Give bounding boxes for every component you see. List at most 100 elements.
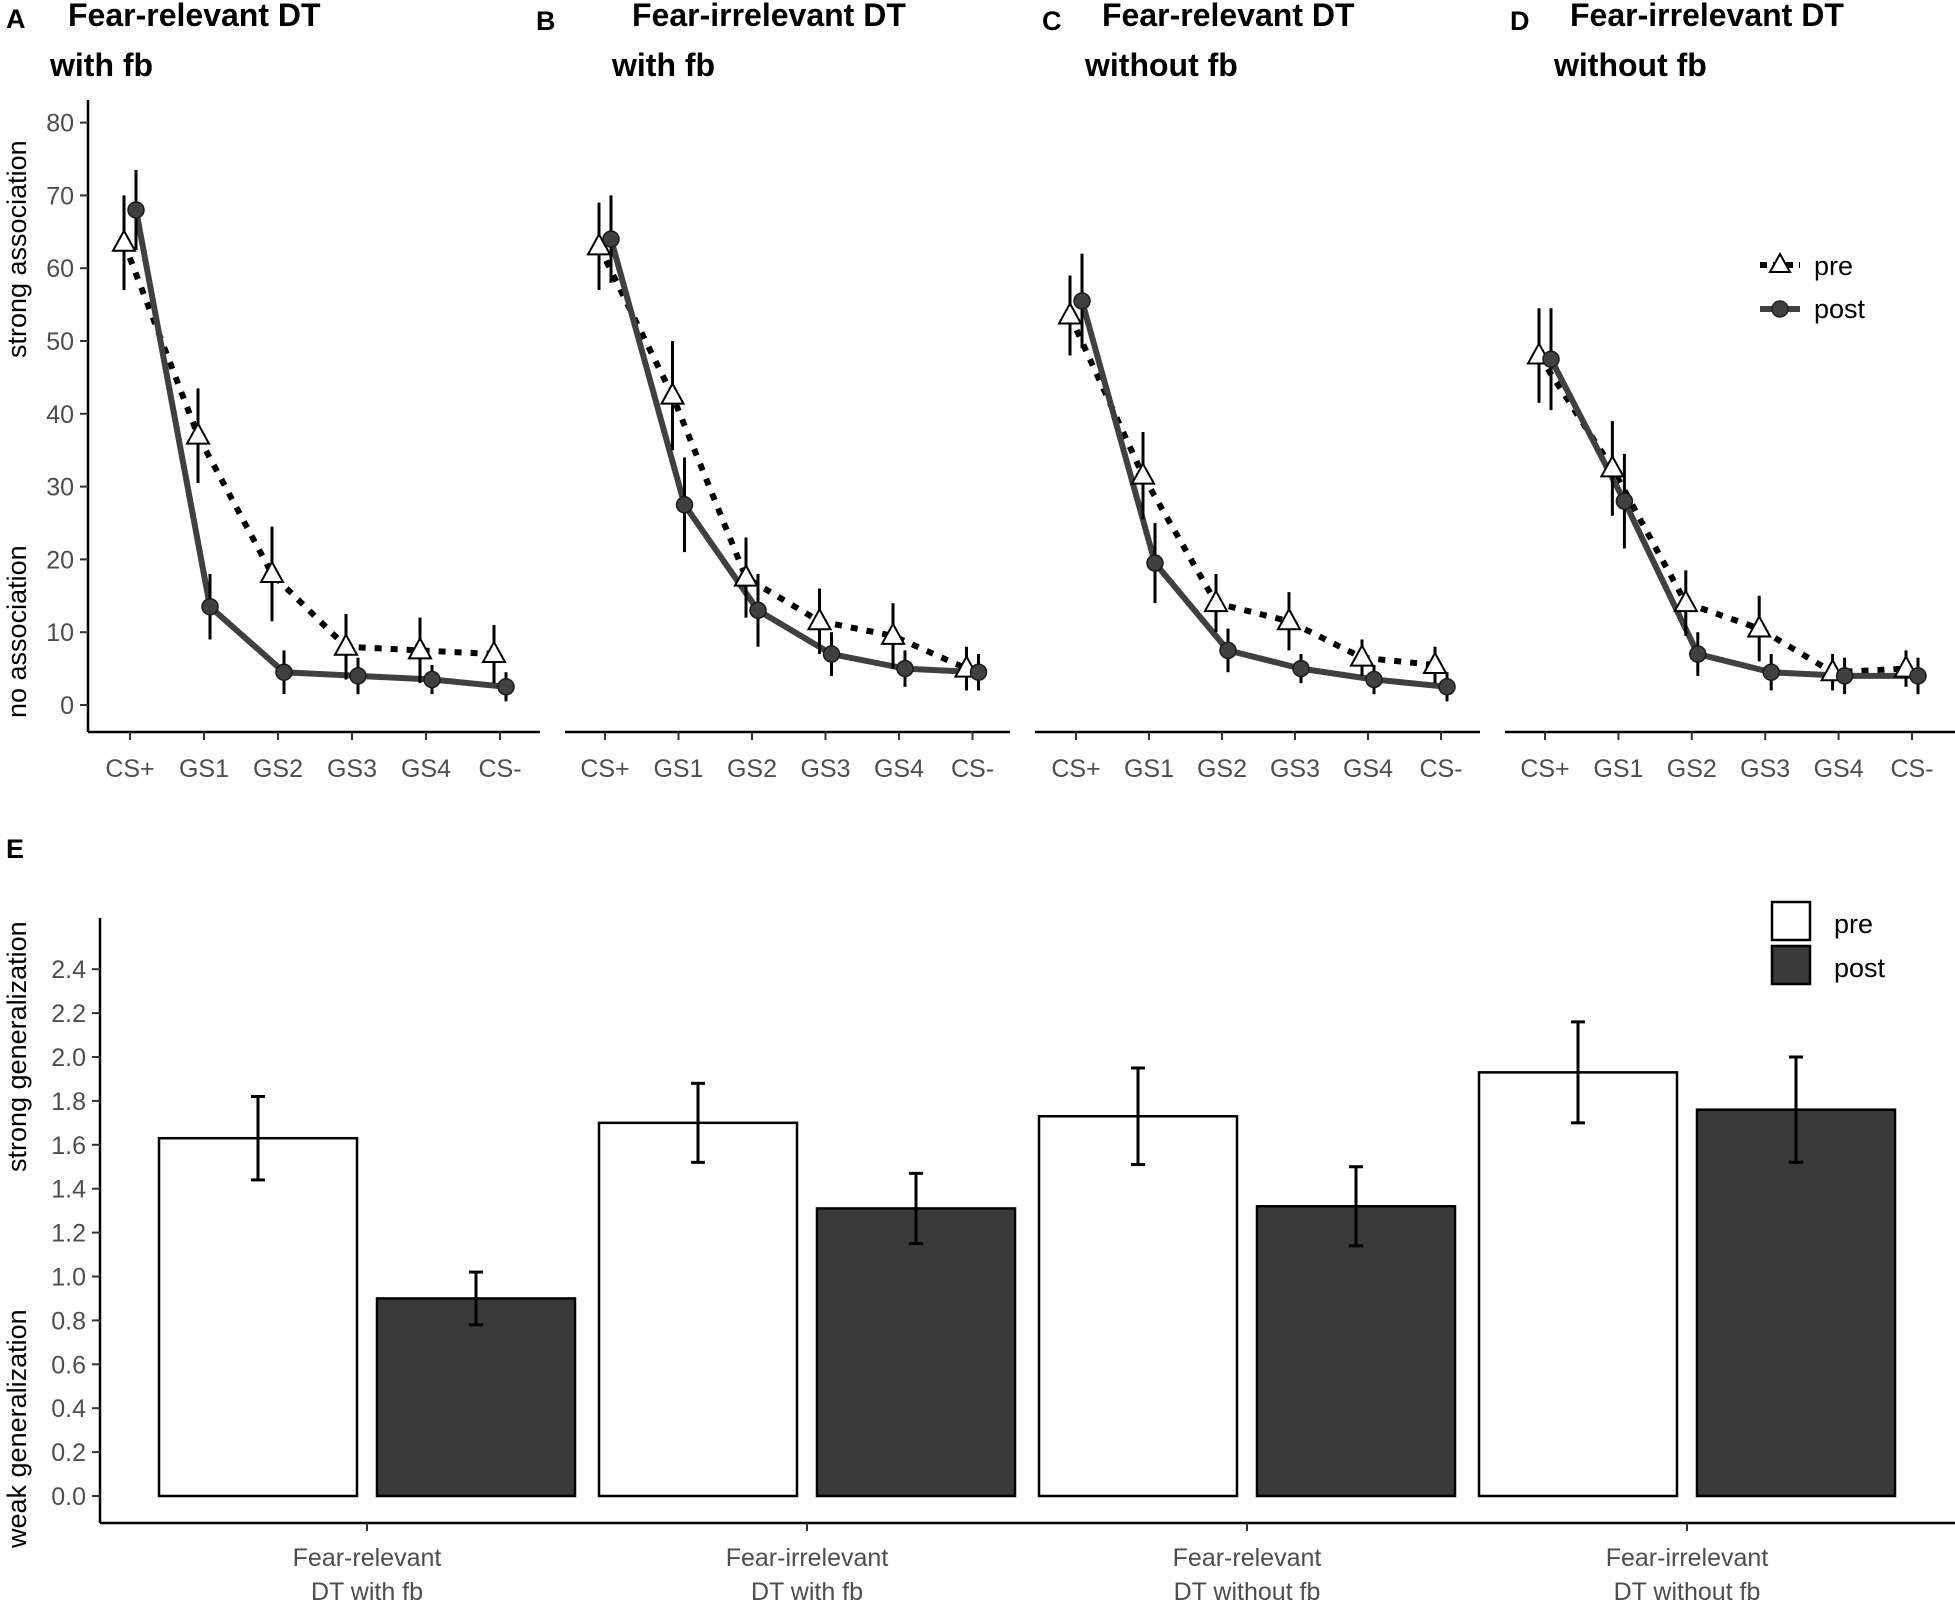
panel-d-title-line1: Fear-irrelevant DT xyxy=(1570,0,1844,33)
pre-point xyxy=(806,607,833,631)
x-tick-label: GS1 xyxy=(1593,755,1643,783)
pre-point xyxy=(333,632,359,656)
panel-e-plot: 0.0 0.2 0.4 0.6 0.8 1.0 1.2 1.4 1.6 1.8 2.0 2.2 2.4 F… xyxy=(51,918,1955,1604)
x-tick-label: CS+ xyxy=(580,755,629,783)
post-point xyxy=(749,601,767,620)
panel-d-letter: D xyxy=(1510,6,1530,36)
post-point xyxy=(1542,350,1560,368)
post-series-line xyxy=(1548,357,1918,679)
panel-b-plot: CS+ GS1 GS2 GS3 GS4 CS- xyxy=(565,195,1010,783)
pre-point xyxy=(1422,650,1448,674)
bar-legend-post-label: post xyxy=(1834,953,1886,983)
x-tick-label: GS2 xyxy=(253,755,303,783)
pre-point xyxy=(1276,607,1302,631)
pre-point xyxy=(407,636,433,660)
bar-ylabel-strong: strong generalization xyxy=(2,921,32,1172)
legend-post-label: post xyxy=(1814,294,1866,324)
post-point xyxy=(349,667,367,685)
x-tick-label: GS3 xyxy=(1740,755,1790,783)
x-tick-label: CS- xyxy=(478,755,521,783)
x-tick-label: GS2 xyxy=(1197,755,1247,783)
bar-y-tick-label: 2.2 xyxy=(51,1000,86,1028)
pre-point xyxy=(659,381,686,405)
post-point xyxy=(423,670,441,689)
bar-category-label-line1: Fear-relevant xyxy=(293,1544,442,1572)
pre-point xyxy=(1599,454,1626,478)
bar-y-tick-label: 0.4 xyxy=(51,1395,86,1423)
bar-y-tick-label: 1.6 xyxy=(51,1132,86,1160)
panel-e-letter: E xyxy=(6,834,24,864)
post-point xyxy=(969,663,988,681)
post-point xyxy=(602,230,620,248)
panel-b-title-line1: Fear-irrelevant DT xyxy=(632,0,906,33)
post-point xyxy=(1292,659,1310,678)
post-point xyxy=(1146,554,1164,572)
pre-point xyxy=(111,228,137,252)
panel-b-title-line2: with fb xyxy=(611,47,715,83)
panel-d-plot: CS+ GS1 GS2 GS3 GS4 CS- xyxy=(1505,308,1955,783)
top-y-tick-label: 10 xyxy=(46,619,74,647)
bar-y-tick-label: 0.2 xyxy=(51,1439,86,1467)
pre-bar xyxy=(1037,1115,1239,1498)
pre-point xyxy=(1203,589,1229,613)
post-point xyxy=(1365,670,1383,689)
pre-point xyxy=(1057,301,1083,325)
x-tick-label: CS+ xyxy=(105,755,154,783)
post-point xyxy=(1689,645,1707,663)
bar-y-tick-label: 2.4 xyxy=(51,956,86,984)
x-tick-label: CS- xyxy=(951,755,994,783)
panel-c-header: C Fear-relevant DT without fb xyxy=(1042,0,1355,83)
bar-legend-pre-label: pre xyxy=(1834,909,1873,939)
bar-category-label-line1: Fear-irrelevant xyxy=(1606,1544,1769,1572)
bar-category-label-line1: Fear-relevant xyxy=(1173,1544,1322,1572)
post-point xyxy=(497,678,515,696)
panel-a-plot: CS+ GS1 GS2 GS3 GS4 CS- xyxy=(88,169,540,783)
x-tick-label: GS3 xyxy=(1270,755,1320,783)
x-tick-label: GS4 xyxy=(401,755,451,783)
post-point xyxy=(201,597,219,616)
post-series-line xyxy=(1079,300,1448,690)
bar-ylabel-weak: weak generalization xyxy=(2,1309,32,1549)
bar-y-tick-label: 1.0 xyxy=(51,1264,86,1292)
top-y-tick-label: 30 xyxy=(46,474,74,502)
pre-series-line xyxy=(1067,314,1436,668)
top-y-tick-label: 0 xyxy=(60,692,74,720)
post-point xyxy=(822,645,841,663)
bar-category-label-line2: DT with fb xyxy=(311,1578,423,1604)
bar-category-label-line2: DT with fb xyxy=(751,1578,863,1604)
x-tick-label: GS1 xyxy=(1124,755,1174,783)
panel-b-letter: B xyxy=(536,6,556,36)
x-tick-label: CS- xyxy=(1890,755,1933,783)
post-point xyxy=(1073,292,1091,310)
pre-bar xyxy=(157,1136,359,1498)
post-bar xyxy=(375,1297,577,1498)
bar-y-tick-label: 1.8 xyxy=(51,1088,86,1116)
post-bar xyxy=(1255,1205,1457,1498)
top-y-tick-label: 20 xyxy=(46,546,74,574)
panel-c-plot: CS+ GS1 GS2 GS3 GS4 CS- xyxy=(1035,253,1480,783)
x-tick-label: CS+ xyxy=(1520,755,1569,783)
bar-category-label-line2: DT without fb xyxy=(1614,1578,1761,1604)
post-point xyxy=(896,659,914,678)
pre-point xyxy=(1746,614,1772,638)
x-tick-label: CS+ xyxy=(1051,755,1100,783)
pre-point xyxy=(481,639,507,664)
pre-bar xyxy=(1477,1071,1679,1498)
pre-point xyxy=(880,621,906,645)
bar-legend-pre-swatch xyxy=(1770,900,1812,942)
post-point xyxy=(1438,678,1456,696)
x-tick-label: GS3 xyxy=(327,755,377,783)
post-point xyxy=(675,496,694,514)
top-y-tick-label: 60 xyxy=(46,255,74,283)
bar-category-label-line1: Fear-irrelevant xyxy=(726,1544,889,1572)
bar-y-tick-label: 0.8 xyxy=(51,1307,86,1335)
panel-d-title-line2: without fb xyxy=(1553,47,1707,83)
top-y-axis: 0 10 20 30 40 50 60 70 80 xyxy=(46,100,90,732)
x-tick-label: GS4 xyxy=(1814,755,1864,783)
bar-y-tick-label: 2.0 xyxy=(51,1044,86,1072)
pre-point xyxy=(185,421,211,445)
pre-point xyxy=(733,563,759,587)
top-ylabel-strong: strong association xyxy=(2,140,32,358)
top-y-tick-label: 70 xyxy=(46,182,74,210)
